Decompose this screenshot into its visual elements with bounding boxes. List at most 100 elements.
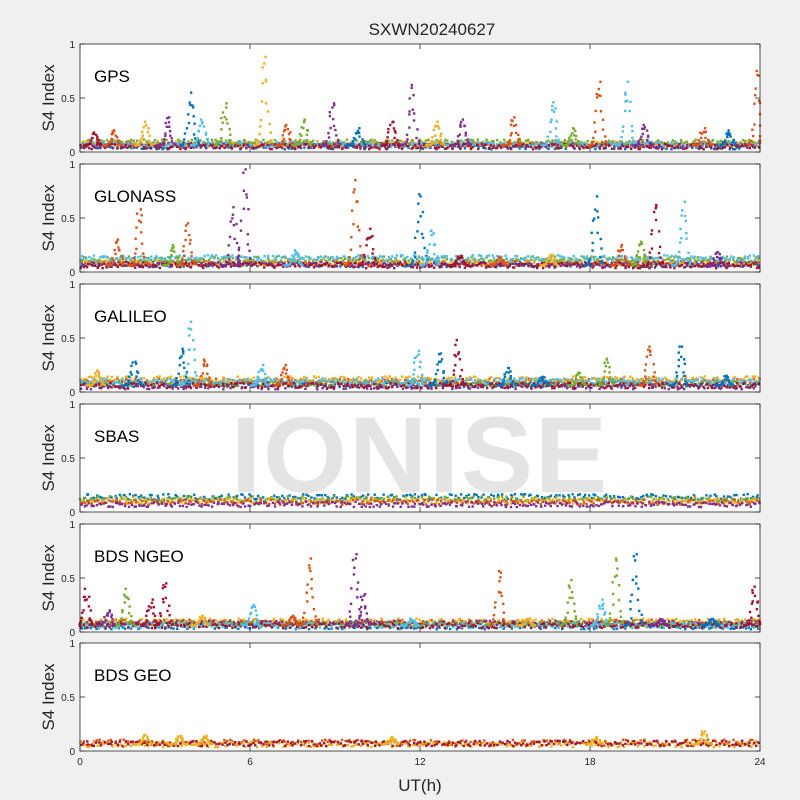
data-point	[642, 145, 645, 149]
data-point	[505, 145, 509, 149]
data-point	[337, 256, 341, 260]
data-point	[491, 254, 494, 257]
data-point	[98, 258, 101, 262]
data-point	[476, 261, 480, 264]
spike-point	[166, 116, 169, 120]
data-point	[420, 257, 423, 261]
data-point	[708, 256, 712, 260]
data-point	[183, 144, 186, 147]
data-point	[194, 256, 198, 259]
spike-point	[225, 102, 228, 105]
data-point	[250, 141, 254, 144]
spike-point	[177, 256, 180, 260]
data-point	[223, 255, 226, 258]
data-point	[728, 146, 732, 150]
data-point	[367, 144, 371, 148]
data-point	[473, 257, 477, 261]
spike-point	[96, 141, 99, 144]
data-point	[155, 255, 158, 258]
spike-point	[386, 136, 389, 139]
data-point	[79, 259, 82, 262]
spike-point	[550, 253, 554, 256]
y-tick-label: 0.5	[61, 214, 75, 225]
data-point	[141, 265, 145, 269]
spike-point	[375, 262, 378, 266]
data-point	[458, 259, 462, 262]
data-point	[563, 263, 566, 267]
spike-point	[168, 116, 171, 119]
data-point	[205, 143, 208, 146]
spike-point	[554, 107, 557, 110]
data-point	[89, 263, 92, 267]
data-point	[150, 145, 153, 149]
data-point	[550, 263, 553, 267]
spike-point	[255, 139, 259, 142]
data-point	[117, 260, 120, 263]
spike-point	[704, 130, 708, 134]
data-point	[142, 138, 146, 141]
spike-point	[300, 126, 303, 129]
data-point	[582, 255, 585, 259]
data-point	[101, 141, 105, 144]
data-point	[646, 141, 649, 144]
data-point	[349, 258, 353, 262]
data-point	[294, 139, 297, 142]
spike-point	[566, 142, 569, 145]
data-point	[704, 141, 707, 144]
data-point	[341, 260, 344, 263]
data-point	[120, 380, 124, 384]
data-point	[260, 261, 263, 265]
data-point	[338, 385, 341, 389]
data-point	[749, 141, 752, 144]
spike-point	[561, 144, 564, 147]
data-point	[229, 265, 233, 268]
data-point	[484, 264, 488, 267]
data-point	[513, 141, 516, 145]
spike-point	[640, 135, 643, 138]
data-point	[304, 263, 307, 267]
spike-point	[285, 264, 289, 267]
spike-point	[109, 261, 112, 264]
data-point	[323, 262, 326, 266]
data-point	[692, 264, 695, 268]
data-point	[499, 141, 502, 144]
data-point	[450, 258, 453, 261]
data-point	[224, 257, 227, 260]
spike-point	[436, 120, 439, 123]
spike-point	[463, 263, 466, 266]
data-point	[637, 264, 640, 267]
spike-point	[108, 262, 111, 266]
data-point	[509, 259, 512, 262]
spike-point	[657, 251, 661, 255]
data-point	[721, 255, 725, 258]
spike-point	[113, 248, 116, 252]
data-point	[276, 146, 280, 149]
data-point	[177, 138, 180, 141]
data-point	[405, 260, 408, 264]
data-point	[471, 139, 474, 142]
spike-point	[577, 140, 580, 143]
data-point	[585, 143, 589, 146]
spike-point	[456, 257, 460, 260]
spike-point	[171, 249, 174, 252]
data-point	[650, 263, 654, 266]
data-point	[126, 146, 129, 150]
data-point	[536, 264, 539, 268]
spike-point	[237, 258, 240, 261]
data-point	[283, 140, 286, 144]
data-point	[468, 260, 471, 264]
data-point	[755, 255, 758, 259]
spike-point	[509, 123, 513, 126]
data-point	[719, 265, 723, 268]
data-point	[139, 255, 143, 258]
data-point	[454, 265, 457, 268]
data-point	[727, 259, 731, 263]
data-point	[383, 261, 386, 265]
data-point	[375, 142, 378, 146]
data-point	[402, 263, 406, 266]
data-point	[560, 258, 563, 261]
data-point	[660, 145, 663, 148]
spike-point	[553, 262, 556, 266]
spike-point	[564, 143, 568, 147]
spike-point	[328, 111, 332, 114]
